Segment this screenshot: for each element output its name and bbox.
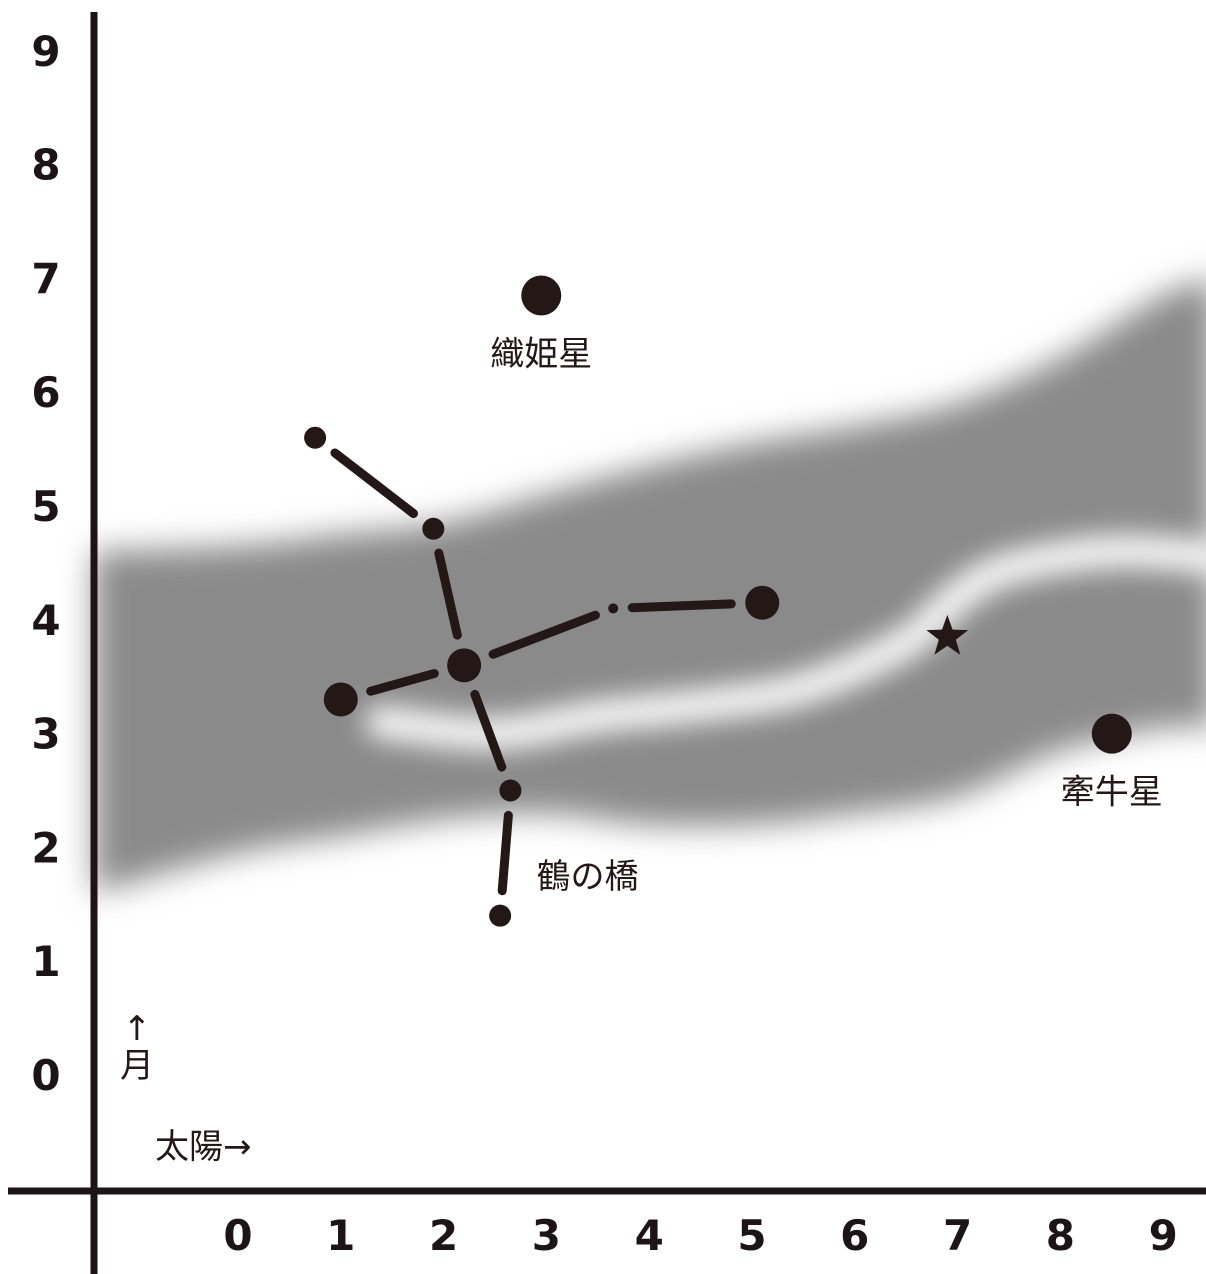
constellation-edge bbox=[366, 669, 439, 696]
constellation-star bbox=[745, 585, 780, 620]
y-tick-label: 9 bbox=[31, 27, 60, 76]
y-tick-label: 7 bbox=[31, 254, 60, 303]
star-marker bbox=[926, 614, 969, 655]
x-tick-label: 7 bbox=[943, 1211, 972, 1260]
sun-label: 太陽→ bbox=[155, 1127, 252, 1167]
y-tick-label: 1 bbox=[31, 937, 60, 986]
y-tick-label: 5 bbox=[31, 482, 60, 531]
constellation-edge bbox=[488, 610, 600, 659]
star-label-altair: 牽牛星 bbox=[1061, 773, 1163, 813]
axes-layer: 0 1 2 3 4 5 6 7 8 9 0 1 2 3 4 5 6 7 8 9 bbox=[8, 12, 1206, 1274]
x-tick-label: 4 bbox=[635, 1211, 664, 1260]
x-tick-label: 3 bbox=[532, 1211, 561, 1260]
x-tick-label: 9 bbox=[1149, 1211, 1178, 1260]
x-tick-label: 6 bbox=[840, 1211, 869, 1260]
milky-way-rift bbox=[364, 534, 1206, 751]
milky-way-layer bbox=[94, 280, 1206, 893]
star-altair bbox=[1091, 713, 1132, 754]
constellation-edge bbox=[330, 448, 419, 519]
x-tick-label: 1 bbox=[326, 1211, 355, 1260]
constellation-edge bbox=[497, 810, 513, 896]
milky-way-band bbox=[94, 280, 1206, 893]
moon-label: 月 bbox=[120, 1046, 154, 1086]
y-tick-label: 4 bbox=[31, 596, 60, 645]
star-label-vega: 織姫星 bbox=[490, 334, 592, 374]
constellation-star bbox=[304, 426, 327, 449]
constellation-star bbox=[608, 603, 619, 614]
x-tick-label: 5 bbox=[737, 1211, 766, 1260]
constellation-label: 鶴の橋 bbox=[537, 857, 639, 897]
constellation-edge bbox=[627, 599, 736, 613]
y-tick-label: 8 bbox=[31, 141, 60, 190]
x-tick-label: 8 bbox=[1046, 1211, 1075, 1260]
x-tick-label: 0 bbox=[223, 1211, 252, 1260]
y-tick-label: 6 bbox=[31, 368, 60, 417]
constellation-star bbox=[447, 648, 482, 683]
constellation-star bbox=[489, 904, 512, 927]
star-vega bbox=[521, 275, 562, 316]
constellation-star bbox=[323, 682, 358, 717]
constellation-edge bbox=[434, 548, 462, 640]
constellation-edge bbox=[470, 689, 507, 772]
constellation-star bbox=[499, 779, 522, 802]
constellation-layer bbox=[304, 275, 1132, 927]
y-tick-label: 0 bbox=[31, 1051, 60, 1100]
constellation-dash-dot bbox=[586, 612, 595, 621]
moon-arrow: ↑ bbox=[123, 1009, 152, 1049]
y-tick-label: 2 bbox=[31, 823, 60, 872]
y-tick-label: 3 bbox=[31, 710, 60, 759]
x-tick-label: 2 bbox=[429, 1211, 458, 1260]
constellation-star bbox=[422, 517, 445, 540]
